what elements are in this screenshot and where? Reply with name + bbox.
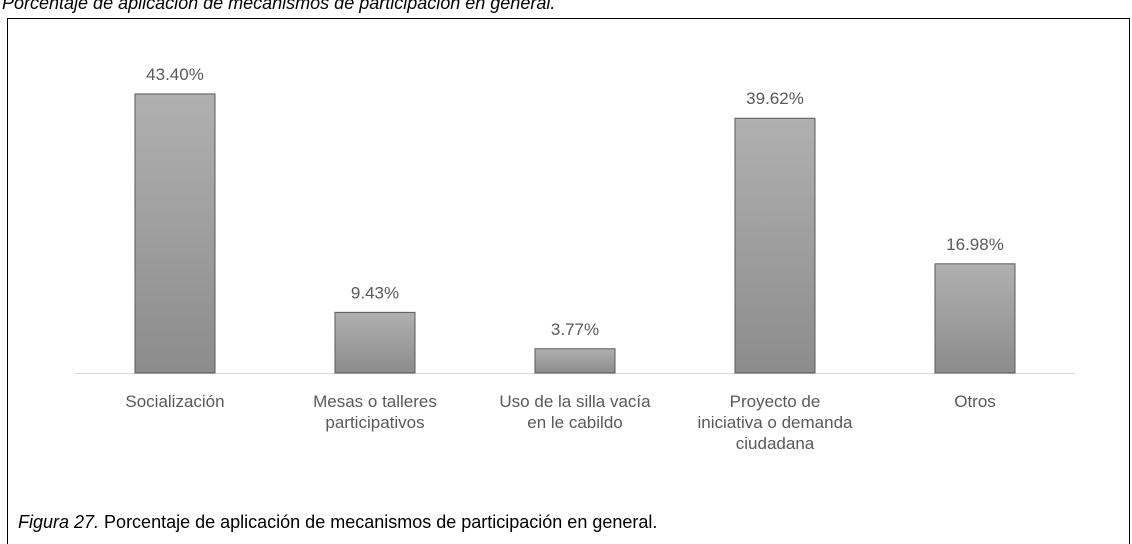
bar (734, 117, 816, 374)
x-tick-label: Proyecto de iniciativa o demanda ciudadana (698, 392, 854, 453)
x-tick-label-line: iniciativa o demanda (698, 413, 854, 432)
x-tick-label-line: Uso de la silla vacía (499, 392, 651, 411)
chart-title: Porcentaje de aplicación de mecanismos d… (2, 0, 555, 13)
caption-label: Figura 27. (18, 512, 99, 532)
x-tick-label-line: ciudadana (736, 434, 815, 453)
bar (534, 348, 616, 374)
bar (334, 311, 416, 374)
data-label: 16.98% (946, 235, 1004, 254)
data-label: 43.40% (146, 65, 204, 84)
x-tick-label-line: participativos (325, 413, 424, 432)
x-tick-label: Uso de la silla vacía en le cabildo (499, 392, 651, 432)
x-tick-label: Mesas o talleres participativos (313, 392, 437, 432)
x-tick-label: Otros (954, 392, 996, 411)
x-tick-label-line: Mesas o talleres (313, 392, 437, 411)
x-tick-label-line: Otros (954, 392, 996, 411)
x-tick-label-line: Socialización (125, 392, 224, 411)
x-tick-label: Socialización (125, 392, 224, 411)
bar (134, 93, 216, 374)
data-label: 3.77% (551, 320, 599, 339)
data-label: 9.43% (351, 283, 399, 302)
data-label: 39.62% (746, 89, 804, 108)
caption: Figura 27. Porcentaje de aplicación de m… (18, 512, 657, 532)
bar (934, 263, 1016, 374)
caption-text: Porcentaje de aplicación de mecanismos d… (99, 512, 657, 532)
x-tick-label-line: Proyecto de (730, 392, 821, 411)
x-tick-label-line: en le cabildo (527, 413, 622, 432)
frame (7, 18, 1130, 544)
